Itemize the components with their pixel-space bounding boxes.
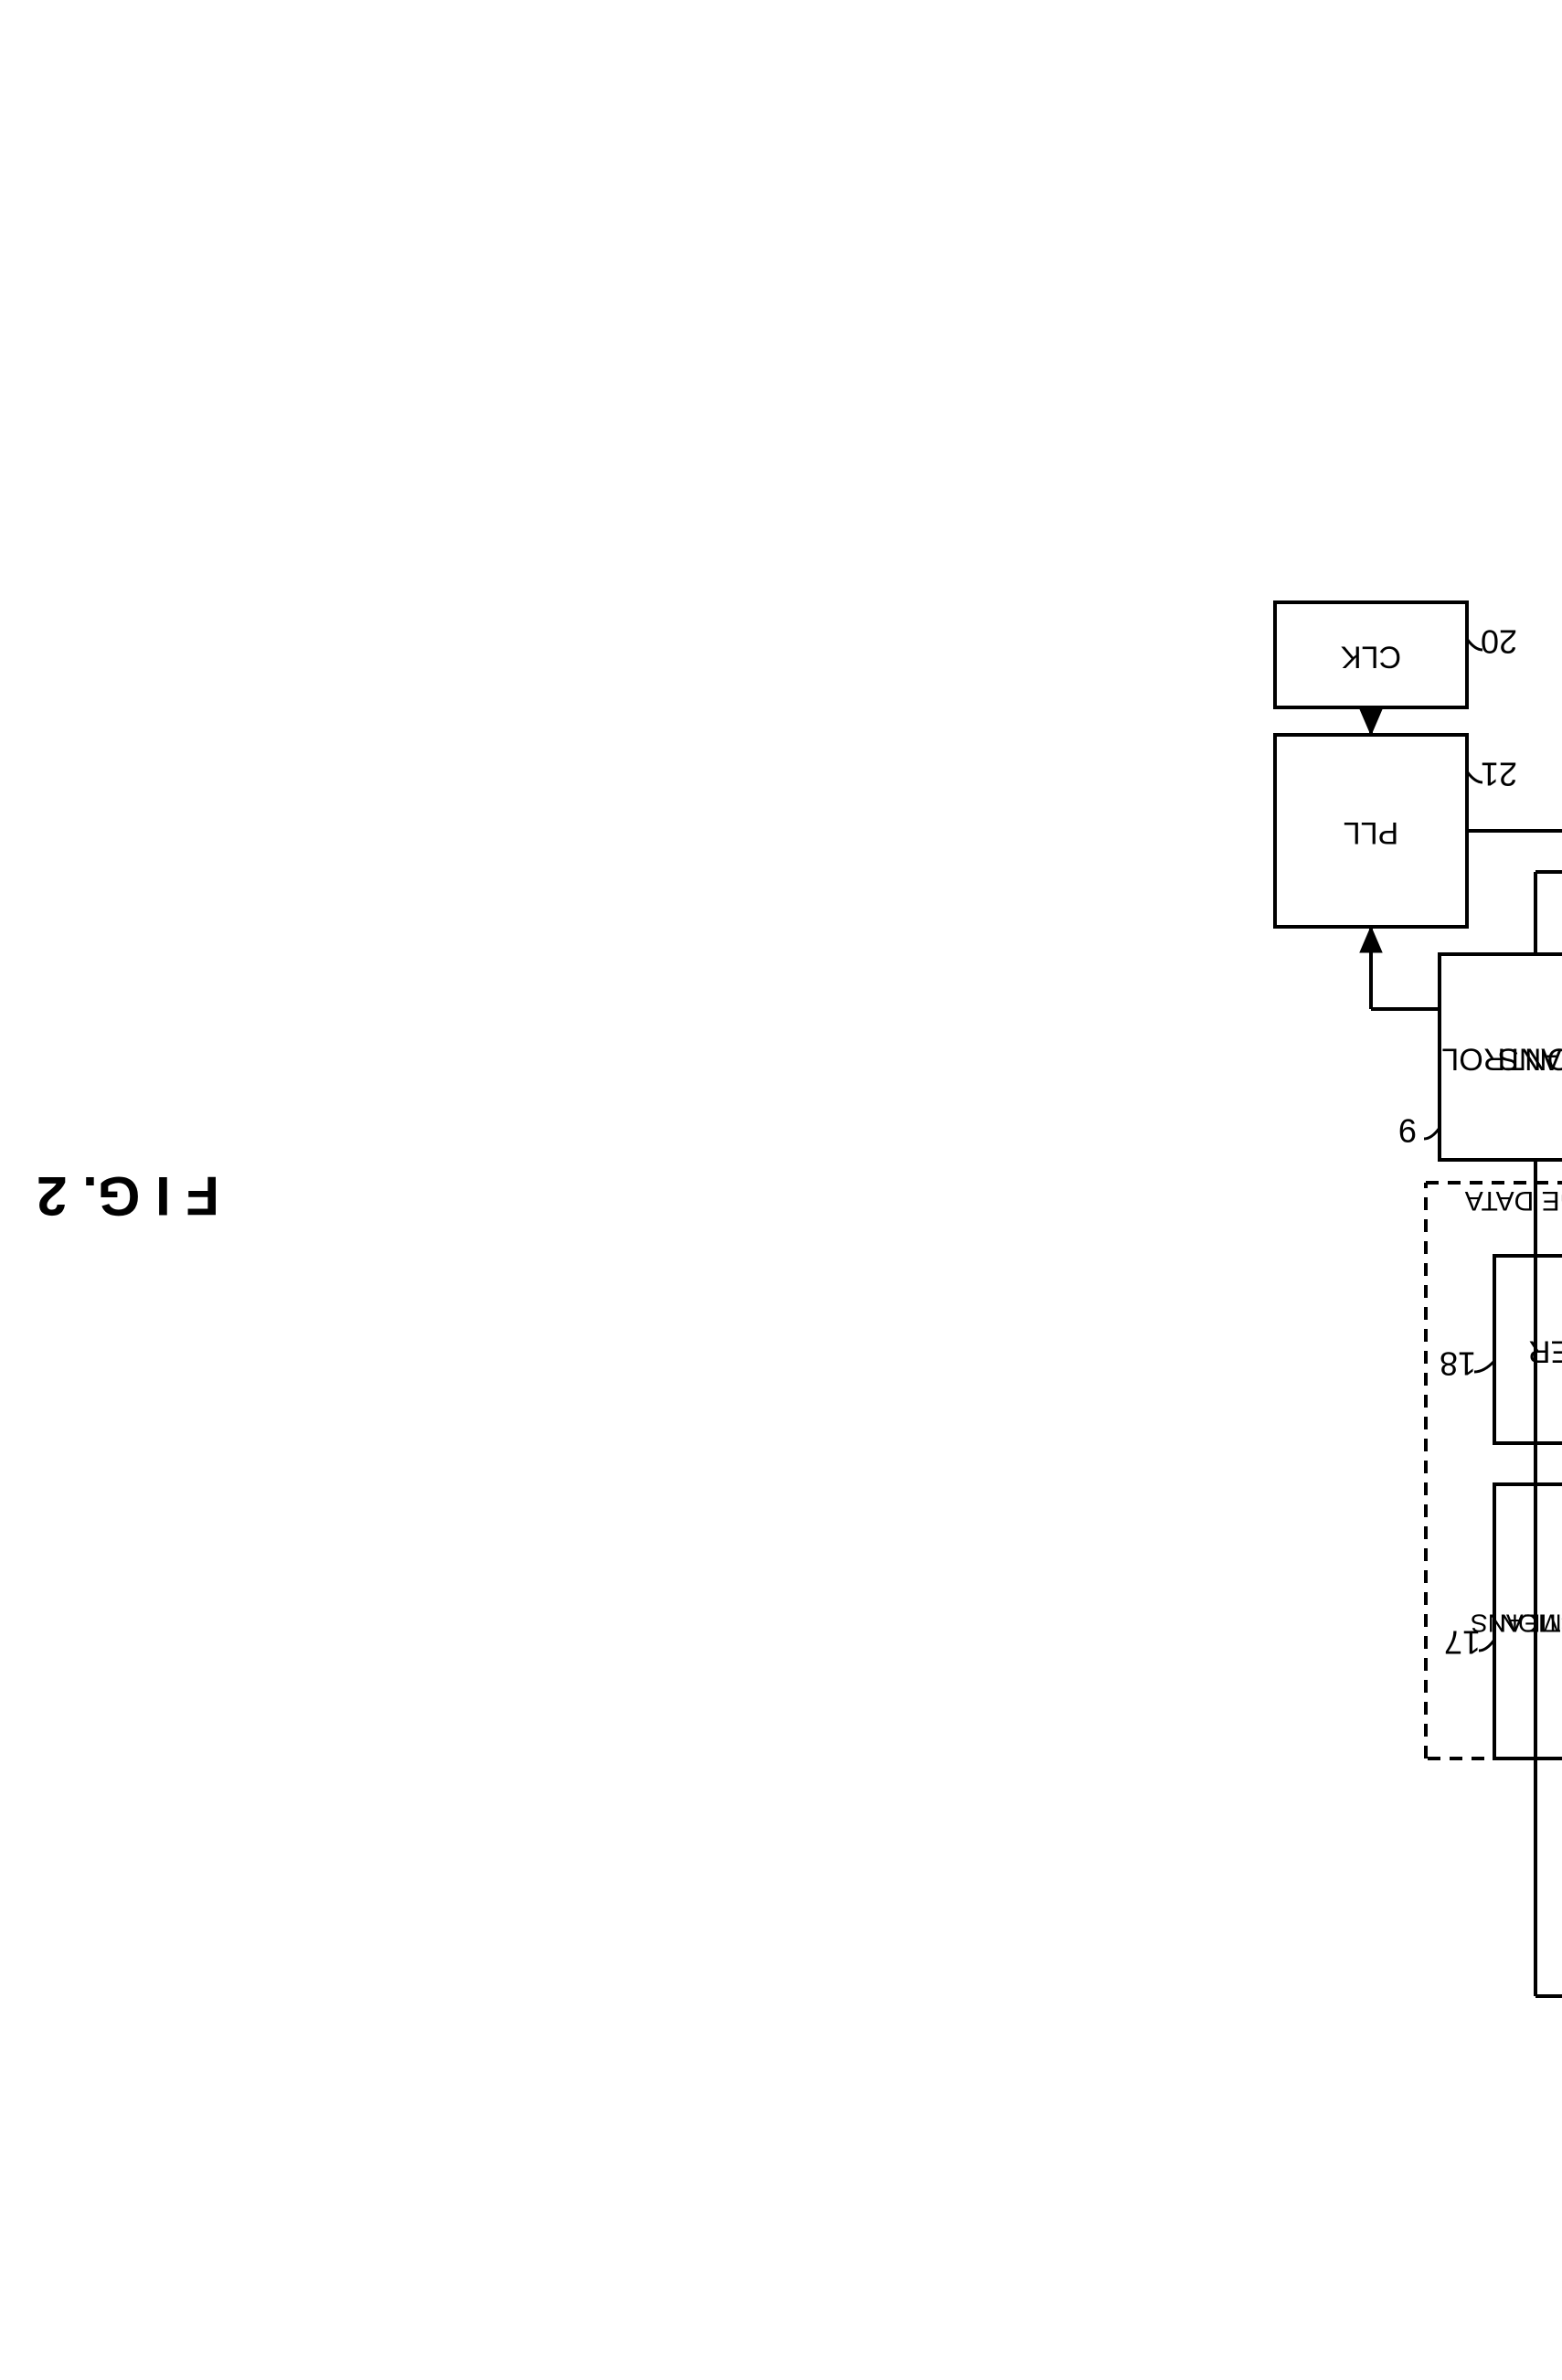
leader-line	[1474, 1361, 1494, 1372]
label: 20	[1481, 622, 1517, 660]
leader-line	[1424, 1128, 1440, 1139]
label: BUFFER	[1528, 1334, 1562, 1369]
label: 18	[1440, 1344, 1476, 1382]
label: IMAGE DATA	[1465, 1185, 1562, 1216]
label: PROCESSING MEANS	[1471, 1610, 1562, 1638]
label: CLK	[1341, 640, 1401, 675]
label: 17	[1444, 1623, 1481, 1661]
label: 21	[1481, 755, 1517, 792]
label: F I G. 2	[37, 1165, 219, 1227]
label: PLL	[1344, 815, 1399, 850]
leader-line	[1467, 771, 1482, 782]
label: 9	[1398, 1111, 1417, 1149]
label: MEANS	[1498, 1042, 1562, 1077]
arrow-head	[1360, 709, 1382, 735]
leader-line	[1467, 639, 1482, 650]
arrow-head	[1360, 927, 1382, 952]
